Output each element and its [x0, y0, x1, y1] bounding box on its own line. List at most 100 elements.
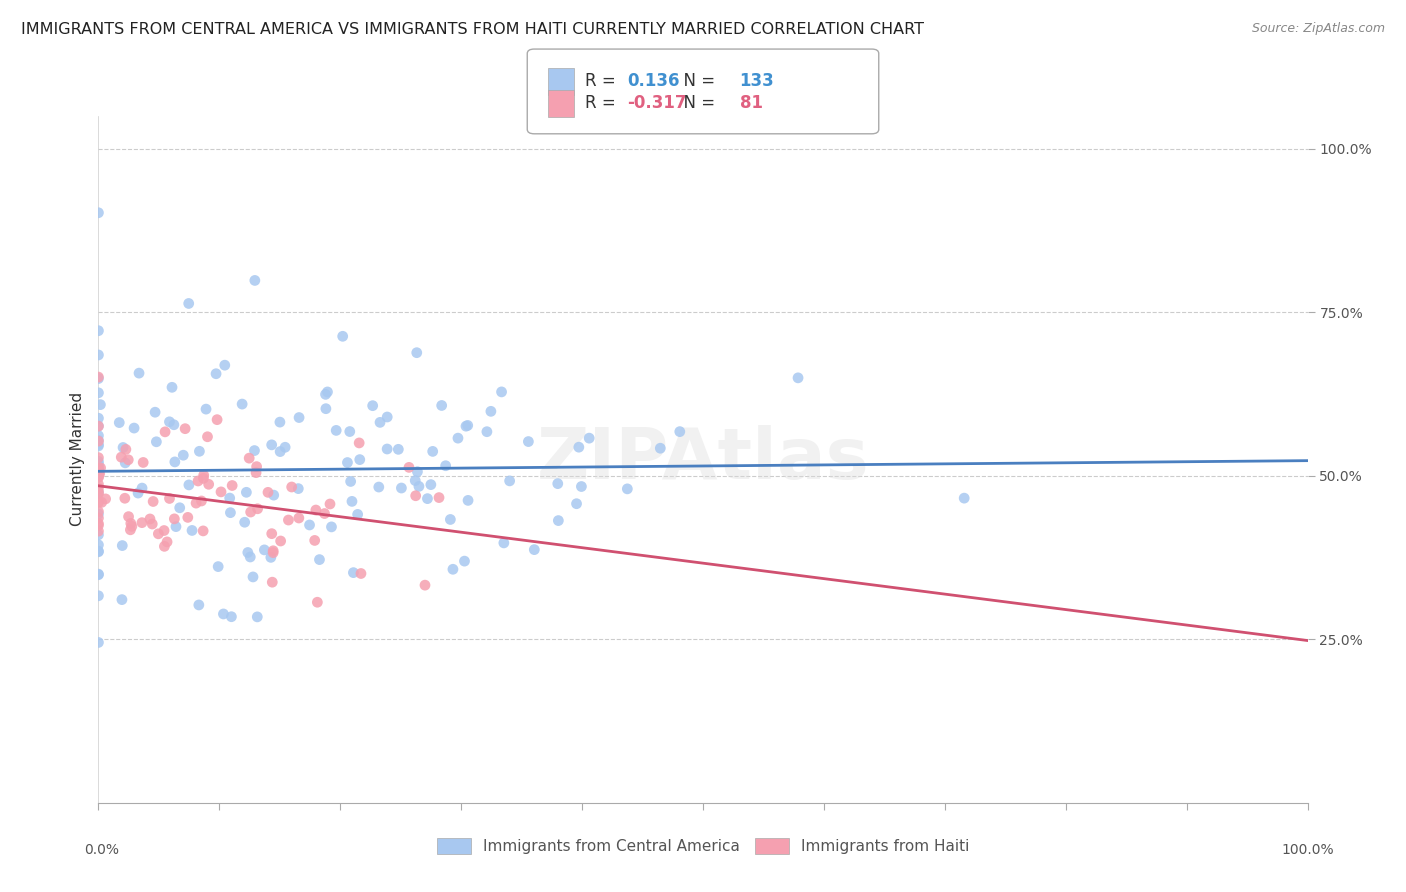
Point: [87, 507, 110, 521]
Point: [243, 443, 266, 458]
Point: [87, 370, 110, 384]
Point: [308, 552, 330, 566]
Point: [181, 524, 204, 538]
Point: [131, 481, 153, 495]
Point: [517, 434, 540, 449]
Point: [565, 497, 588, 511]
Point: [441, 562, 464, 576]
Point: [172, 448, 194, 462]
Point: [269, 415, 291, 429]
Point: [242, 570, 264, 584]
Point: [120, 523, 142, 537]
Point: [87, 419, 110, 434]
Point: [650, 441, 672, 455]
Point: [87, 324, 110, 338]
Point: [187, 598, 209, 612]
Point: [114, 491, 136, 506]
Point: [148, 526, 170, 541]
Point: [405, 489, 427, 503]
Point: [87, 454, 110, 468]
Point: [307, 595, 329, 609]
Point: [262, 546, 284, 560]
Point: [87, 495, 110, 509]
Point: [163, 455, 186, 469]
Point: [87, 567, 110, 582]
Point: [349, 452, 371, 467]
Point: [87, 528, 110, 542]
Point: [188, 444, 211, 458]
Point: [246, 610, 269, 624]
Point: [422, 444, 444, 458]
Point: [416, 491, 439, 506]
Point: [236, 545, 259, 559]
Point: [108, 416, 131, 430]
Point: [260, 438, 283, 452]
Point: [316, 384, 339, 399]
Point: [375, 442, 398, 456]
Point: [87, 385, 110, 400]
Point: [491, 384, 513, 399]
Point: [87, 484, 110, 499]
Point: [339, 475, 361, 489]
Text: R =: R =: [585, 72, 621, 90]
Point: [457, 493, 479, 508]
Legend: Immigrants from Central America, Immigrants from Haiti: Immigrants from Central America, Immigra…: [430, 831, 976, 861]
Point: [87, 477, 110, 491]
Point: [117, 509, 139, 524]
Point: [350, 566, 373, 581]
Point: [163, 417, 186, 432]
Point: [616, 482, 638, 496]
Point: [156, 534, 179, 549]
Point: [87, 459, 110, 474]
Text: 81: 81: [740, 95, 762, 112]
Point: [87, 463, 110, 477]
Point: [547, 476, 569, 491]
Point: [159, 491, 181, 506]
Point: [87, 487, 110, 501]
Point: [434, 458, 457, 473]
Point: [89, 398, 111, 412]
Point: [131, 516, 153, 530]
Text: N =: N =: [673, 72, 721, 90]
Point: [87, 434, 110, 448]
Point: [953, 491, 976, 505]
Point: [245, 466, 267, 480]
Point: [257, 485, 280, 500]
Point: [405, 345, 427, 359]
Point: [174, 422, 197, 436]
Point: [408, 479, 430, 493]
Point: [90, 461, 112, 475]
Point: [112, 441, 135, 455]
Point: [367, 480, 389, 494]
Point: [87, 524, 110, 538]
Point: [339, 425, 361, 439]
Point: [87, 428, 110, 442]
Point: [315, 387, 337, 401]
Point: [87, 467, 110, 482]
Point: [568, 440, 591, 454]
Text: Source: ZipAtlas.com: Source: ZipAtlas.com: [1251, 22, 1385, 36]
Point: [169, 500, 191, 515]
Point: [214, 358, 236, 372]
Point: [87, 467, 110, 482]
Point: [447, 431, 470, 445]
Point: [159, 415, 181, 429]
Point: [262, 575, 284, 590]
Point: [153, 524, 176, 538]
Point: [128, 366, 150, 380]
Point: [260, 550, 283, 565]
Point: [197, 430, 219, 444]
Point: [332, 329, 354, 343]
Point: [87, 635, 110, 649]
Point: [90, 495, 112, 509]
Point: [246, 459, 269, 474]
Point: [87, 516, 110, 531]
Point: [114, 456, 136, 470]
Point: [87, 437, 110, 451]
Point: [191, 524, 214, 538]
Point: [246, 501, 269, 516]
Point: [127, 486, 149, 500]
Point: [340, 494, 363, 508]
Point: [87, 504, 110, 518]
Point: [413, 578, 436, 592]
